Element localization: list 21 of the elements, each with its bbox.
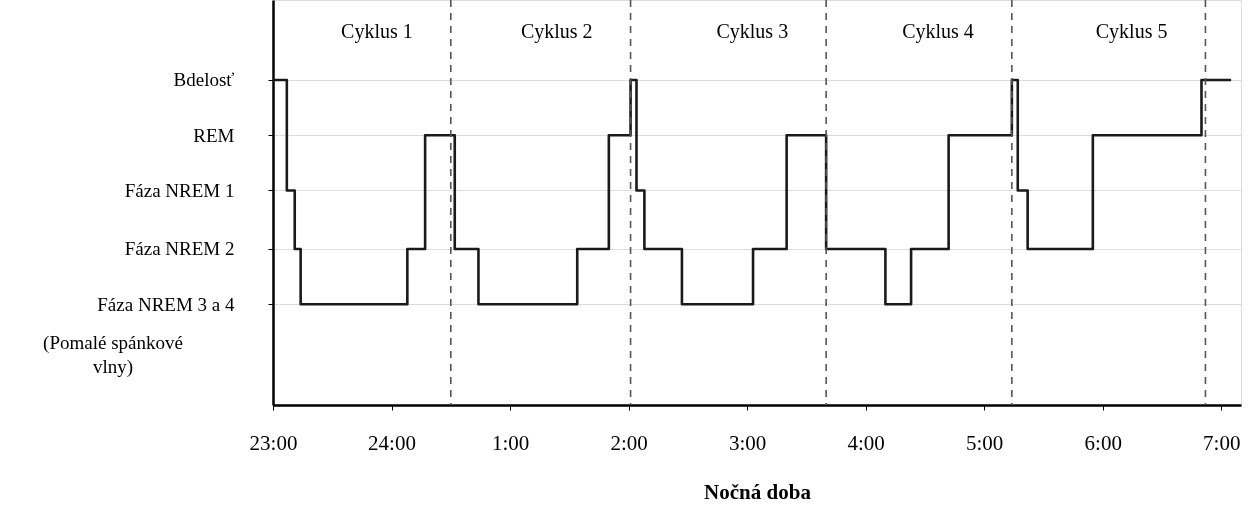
x-tick-label: 24:00 [368,430,416,455]
ref-line-label: Cyklus 5 [1095,20,1168,43]
x-tick-label: 23:00 [249,430,298,455]
x-tick-label: 6:00 [1084,430,1122,455]
x-axis-title: Nočná doba [704,479,812,504]
text: Fáza NREM 1 [124,179,235,201]
ref-line-label: Cyklus 1 [341,20,413,43]
x-tick-label: 3:00 [728,430,767,455]
ref-line-label: Cyklus 3 [716,20,789,43]
text: REM [193,124,235,146]
x-tick-label: 1:00 [491,430,530,455]
text: Bdelosť [173,69,235,91]
x-tick-label: 4:00 [847,430,885,455]
text: Fáza NREM 2 [124,238,235,260]
text: (Pomalé spánkové vlny) [43,332,183,378]
x-tick-label: 2:00 [610,430,648,455]
ref-line-label: Cyklus 4 [902,20,974,43]
x-tick-label: 5:00 [966,430,1004,455]
x-tick-label: 7:00 [1203,430,1241,455]
text: Fáza NREM 3 a 4 [97,293,235,315]
ref-line-label: Cyklus 2 [520,20,593,43]
